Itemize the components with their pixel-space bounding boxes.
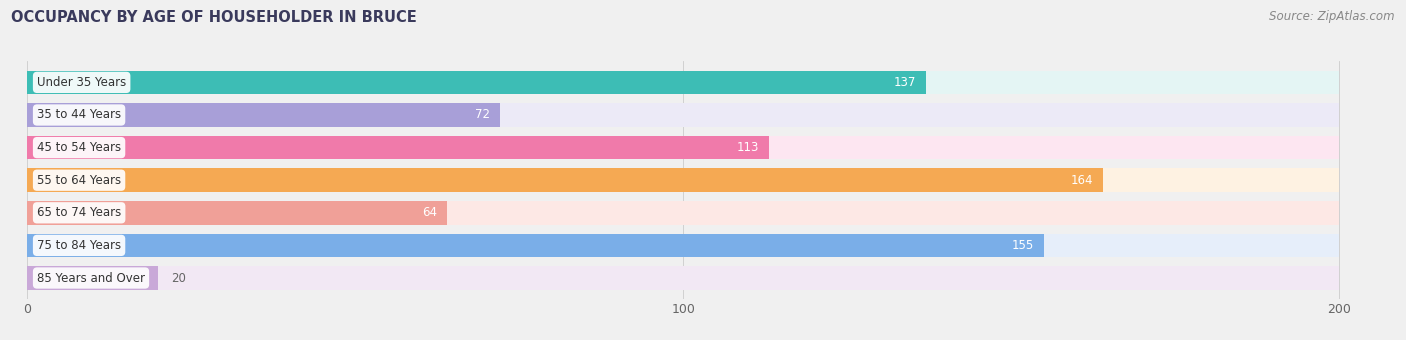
Text: 45 to 54 Years: 45 to 54 Years: [37, 141, 121, 154]
Text: 75 to 84 Years: 75 to 84 Years: [37, 239, 121, 252]
Bar: [27, 234, 1340, 257]
Bar: [27, 136, 769, 159]
Bar: [27, 168, 1340, 192]
Bar: [27, 71, 927, 94]
Bar: [27, 234, 1045, 257]
Text: 35 to 44 Years: 35 to 44 Years: [37, 108, 121, 121]
Text: 72: 72: [475, 108, 489, 121]
Text: 20: 20: [172, 272, 187, 285]
Bar: [27, 201, 1340, 224]
Text: 64: 64: [422, 206, 437, 219]
Text: 155: 155: [1012, 239, 1035, 252]
Text: Source: ZipAtlas.com: Source: ZipAtlas.com: [1270, 10, 1395, 23]
Bar: [27, 201, 447, 224]
Text: Under 35 Years: Under 35 Years: [37, 76, 127, 89]
Text: OCCUPANCY BY AGE OF HOUSEHOLDER IN BRUCE: OCCUPANCY BY AGE OF HOUSEHOLDER IN BRUCE: [11, 10, 418, 25]
Bar: [27, 71, 1340, 94]
Bar: [27, 103, 499, 127]
Bar: [27, 136, 1340, 159]
Bar: [27, 266, 1340, 290]
Text: 65 to 74 Years: 65 to 74 Years: [37, 206, 121, 219]
Bar: [27, 266, 159, 290]
Text: 164: 164: [1071, 174, 1094, 187]
Text: 137: 137: [894, 76, 917, 89]
Bar: [27, 168, 1104, 192]
Bar: [27, 103, 1340, 127]
Text: 113: 113: [737, 141, 759, 154]
Text: 55 to 64 Years: 55 to 64 Years: [37, 174, 121, 187]
Text: 85 Years and Over: 85 Years and Over: [37, 272, 145, 285]
